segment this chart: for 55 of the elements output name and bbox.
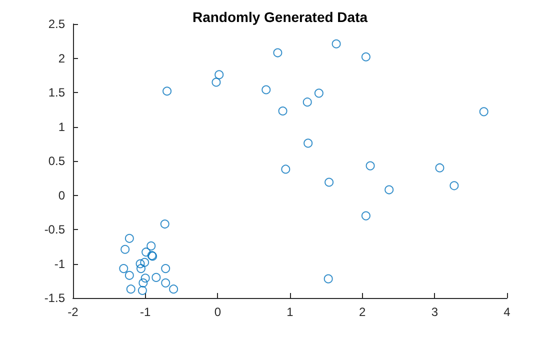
x-tick-label: 2 — [358, 305, 366, 319]
y-tick-label: 0 — [58, 188, 66, 202]
point — [124, 270, 134, 280]
x-tick-label: 1 — [286, 305, 294, 319]
point — [361, 52, 370, 62]
point — [146, 241, 156, 250]
point — [214, 70, 224, 80]
x-tick-label: 0 — [214, 305, 222, 319]
point — [324, 274, 333, 284]
point — [124, 234, 134, 243]
point — [262, 85, 271, 94]
y-tick-label: 1.5 — [48, 86, 66, 100]
point — [161, 264, 170, 274]
point — [140, 258, 150, 267]
point — [119, 264, 128, 274]
y-tick-label: 1 — [58, 120, 66, 134]
point — [120, 244, 130, 254]
point — [126, 284, 136, 294]
point — [140, 274, 150, 283]
chart-title: Randomly Generated Data — [192, 9, 368, 25]
point — [278, 106, 288, 116]
point — [366, 161, 375, 170]
y-tick-label: 2 — [58, 51, 66, 66]
y-tick-label: -1.5 — [44, 291, 66, 305]
point — [161, 278, 170, 288]
x-tick-label: -1 — [140, 305, 151, 319]
point — [273, 48, 282, 58]
point — [169, 284, 178, 294]
point — [136, 264, 146, 274]
point — [212, 78, 221, 87]
point — [160, 220, 170, 229]
x-tick-label: 4 — [504, 305, 511, 319]
point — [136, 259, 145, 268]
point — [304, 138, 313, 148]
point — [479, 107, 488, 116]
point — [435, 163, 444, 172]
point — [361, 211, 370, 220]
point — [384, 185, 394, 194]
point — [314, 88, 324, 98]
point — [332, 39, 341, 48]
point — [450, 181, 459, 190]
y-tick-label: 0.5 — [48, 154, 66, 168]
point — [152, 272, 161, 282]
y-tick-label: -0.5 — [44, 222, 66, 236]
x-tick-label: 3 — [431, 305, 438, 319]
point — [162, 86, 172, 96]
point — [302, 98, 312, 107]
y-tick-label: 2.5 — [48, 17, 66, 31]
point — [138, 286, 147, 295]
y-tick-label: -1 — [54, 256, 66, 271]
x-tick-label: -2 — [68, 305, 79, 319]
point — [138, 278, 148, 288]
point — [281, 164, 290, 174]
point — [324, 178, 334, 187]
point — [142, 248, 151, 257]
